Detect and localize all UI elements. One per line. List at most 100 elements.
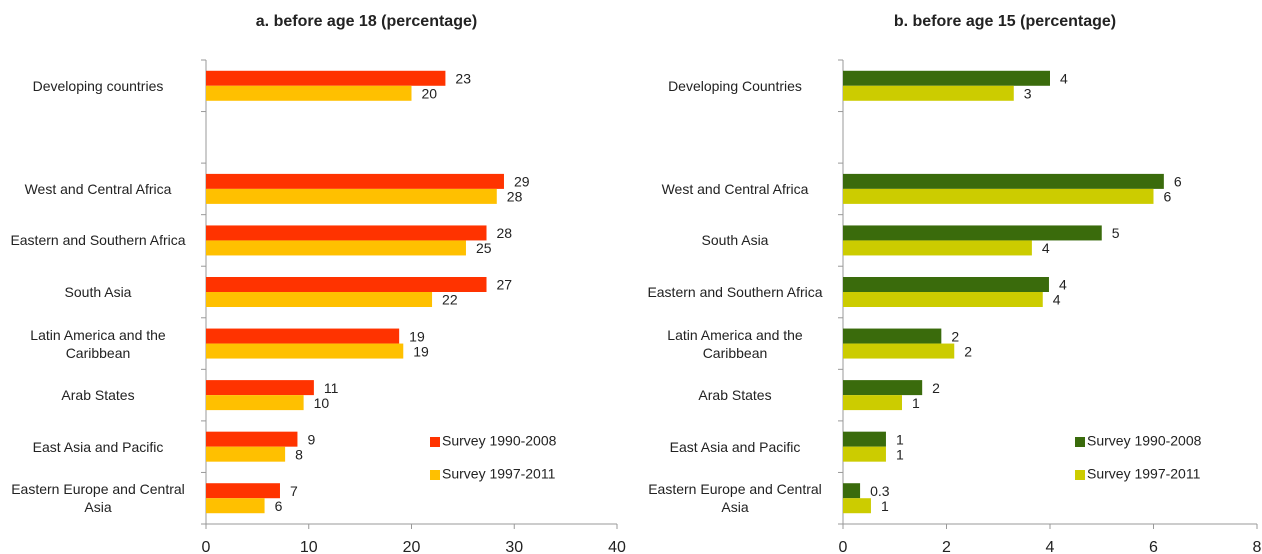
value-label: 6 [1164,189,1172,205]
x-tick-label: 6 [1149,539,1158,554]
value-label: 0.3 [870,483,890,499]
bar [843,240,1032,256]
legend-swatch [1075,437,1085,447]
bar [206,328,400,344]
category-label: West and Central Africa [661,180,809,197]
category-label: Arab States [698,387,772,404]
value-label: 19 [413,343,429,359]
bar [206,395,304,411]
legend-label: Survey 1990-2008 [442,433,557,449]
value-label: 1 [896,446,904,462]
bar [206,483,280,499]
value-label: 4 [1053,292,1061,308]
x-tick-label: 8 [1253,539,1262,554]
bar [843,483,861,499]
value-label: 1 [896,431,904,447]
category-label: Eastern Europe and Central Asia [648,481,822,516]
bar [206,85,412,101]
bar [206,380,314,396]
value-label: 10 [314,395,330,411]
legend-label: Survey 1997-2011 [442,466,556,482]
value-label: 19 [409,328,425,344]
category-label: Eastern and Southern Africa [10,232,186,249]
value-label: 28 [497,225,513,241]
bar [843,431,886,447]
x-tick-label: 10 [300,539,318,554]
bar [206,225,487,241]
legend-swatch [430,437,440,447]
bar [843,225,1102,241]
value-label: 25 [476,240,492,256]
value-label: 3 [1024,85,1032,101]
value-label: 29 [514,174,530,190]
bar [843,380,923,396]
category-label: West and Central Africa [24,180,172,197]
category-label: South Asia [64,284,132,300]
x-tick-label: 2 [942,539,951,554]
bar [206,446,286,462]
category-label: Eastern Europe and Central Asia [11,481,185,516]
bar [843,328,942,344]
category-label: East Asia and Pacific [32,438,164,455]
value-label: 8 [295,446,303,462]
bar [206,240,466,256]
bar [206,431,298,447]
value-label: 2 [932,380,940,396]
category-label: Developing Countries [668,77,802,94]
value-label: 1 [912,395,920,411]
bar [206,343,404,359]
value-label: 22 [442,292,458,308]
value-label: 4 [1042,240,1050,256]
value-label: 4 [1060,70,1068,86]
bar [843,70,1050,86]
value-label: 9 [307,431,315,447]
category-label: Eastern and Southern Africa [647,284,823,300]
category-label: Latin America and the Caribbean [30,326,166,361]
legend-label: Survey 1990-2008 [1087,433,1202,449]
value-label: 5 [1112,225,1120,241]
bar [843,277,1049,292]
bar [843,446,886,462]
category-label: East Asia and Pacific [669,438,801,455]
bar [843,343,955,359]
bar [843,292,1043,307]
bar [206,292,433,307]
chart-title: b. before age 15 (percentage) [894,13,1116,30]
value-label: 20 [422,85,438,101]
x-tick-label: 0 [839,539,848,554]
value-label: 2 [951,328,959,344]
x-tick-label: 20 [403,539,421,554]
bar [206,277,487,292]
legend-swatch [430,470,440,480]
x-tick-label: 30 [505,539,523,554]
value-label: 2 [964,343,972,359]
x-tick-label: 0 [202,539,211,554]
bar [206,173,504,189]
category-label: South Asia [701,232,769,249]
bar [843,173,1164,189]
legend-swatch [1075,470,1085,480]
category-label: Latin America and the Caribbean [667,326,803,361]
category-label: Developing countries [32,77,164,94]
bar [206,70,446,86]
bar [843,498,871,514]
bar [206,188,497,204]
value-label: 7 [290,483,298,499]
x-tick-label: 40 [608,539,626,554]
value-label: 6 [1174,174,1182,190]
x-tick-label: 4 [1046,539,1055,554]
bar [206,498,265,514]
chart-title: a. before age 18 (percentage) [256,13,477,30]
value-label: 23 [455,70,471,86]
legend-label: Survey 1997-2011 [1087,466,1201,482]
value-label: 4 [1059,277,1067,293]
bar [843,188,1154,204]
bar [843,395,902,411]
value-label: 27 [497,277,513,293]
value-label: 6 [275,498,283,514]
value-label: 1 [881,498,889,514]
bar [843,85,1014,101]
category-label: Arab States [61,387,135,404]
